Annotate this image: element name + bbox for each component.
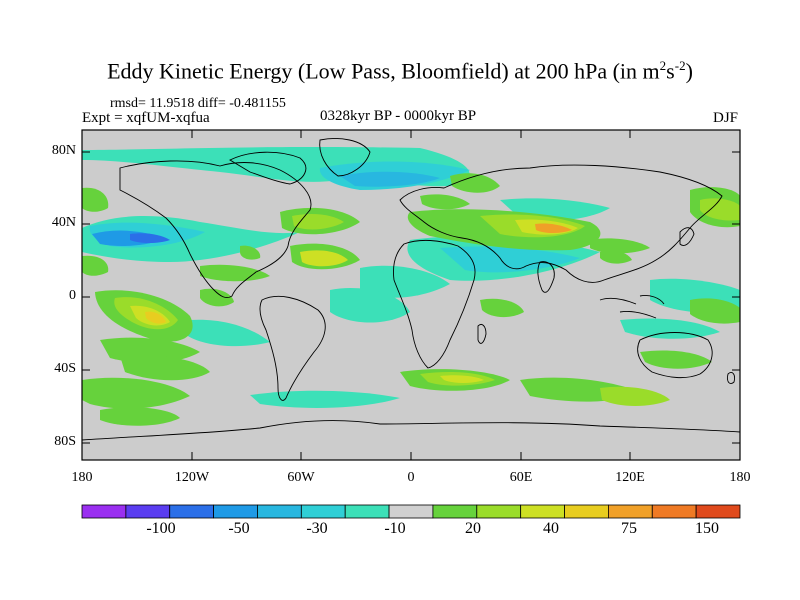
colorbar-label: -30 bbox=[306, 520, 328, 537]
colorbar-label: -50 bbox=[228, 520, 250, 537]
colorbar-label: 20 bbox=[465, 520, 481, 537]
lat-label-80s: 80S bbox=[54, 434, 76, 449]
colorbar-label: -10 bbox=[384, 520, 406, 537]
axis-ticks bbox=[81, 130, 741, 460]
colorbar-swatch bbox=[81, 504, 127, 519]
lon-label-60e: 60E bbox=[509, 470, 533, 485]
colorbar-swatch bbox=[564, 504, 609, 519]
colorbar-label: 150 bbox=[695, 520, 719, 537]
lat-label-40s: 40S bbox=[54, 361, 76, 376]
colorbar-label: -100 bbox=[146, 520, 176, 537]
colorbar bbox=[81, 504, 741, 519]
stats-text: rmsd= 11.9518 diff= -0.481155 bbox=[110, 96, 286, 111]
period-label: 0328kyr BP - 0000kyr BP bbox=[320, 108, 477, 124]
lat-label-40n: 40N bbox=[51, 215, 76, 230]
lat-label-0: 0 bbox=[69, 288, 76, 303]
lon-label-0: 0 bbox=[407, 470, 415, 485]
lon-label-120e: 120E bbox=[615, 470, 645, 485]
colorbar-swatch bbox=[344, 504, 390, 519]
colorbar-swatch bbox=[651, 504, 697, 519]
plot-title: Eddy Kinetic Energy (Low Pass, Bloomfiel… bbox=[107, 58, 693, 84]
lat-label-80n: 80N bbox=[51, 143, 76, 158]
colorbar-swatch bbox=[257, 504, 302, 519]
colorbar-swatch bbox=[169, 504, 214, 519]
colorbar-swatch bbox=[125, 504, 171, 519]
colorbar-label: 75 bbox=[621, 520, 637, 537]
colorbar-swatch bbox=[432, 504, 478, 519]
colorbar-swatch bbox=[300, 504, 346, 519]
colorbar-label: 40 bbox=[543, 520, 559, 537]
colorbar-swatch bbox=[520, 504, 565, 519]
colorbar-swatch bbox=[388, 504, 434, 519]
lon-label-180w: 180 bbox=[71, 470, 93, 485]
colorbar-swatch bbox=[476, 504, 522, 519]
colorbar-swatch bbox=[695, 504, 741, 519]
colorbar-swatch bbox=[608, 504, 653, 519]
lon-label-120w: 120W bbox=[174, 470, 210, 485]
lon-label-60w: 60W bbox=[287, 470, 315, 485]
season-label: DJF bbox=[712, 110, 738, 126]
lon-label-180e: 180 bbox=[729, 470, 751, 485]
experiment-label: Expt = xqfUM-xqfua bbox=[82, 110, 210, 126]
coastlines bbox=[82, 138, 740, 441]
colorbar-swatch bbox=[213, 504, 258, 519]
